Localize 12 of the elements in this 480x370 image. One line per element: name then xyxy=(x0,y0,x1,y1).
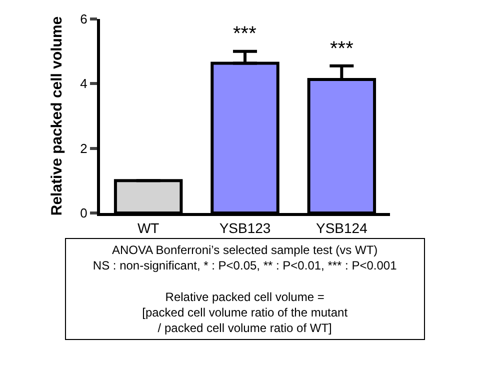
y-tick-label: 0 xyxy=(80,206,88,221)
text: Relative packed cell volume = [packed cell volume ratio of the mutant / packed cell volume ratio of WT] xyxy=(142,290,348,335)
y-tick-label: 6 xyxy=(80,12,88,27)
x-tick-label: YSB123 xyxy=(219,220,271,236)
y-tick-label: 4 xyxy=(80,76,88,92)
y-axis-title: Relative packed cell volume xyxy=(48,16,66,216)
annotation: *** xyxy=(330,38,354,60)
text: ANOVA Bonferroni’s selected sample test (vs WT) NS : non-significant, * : P<0.05, ** : P<0.01, *** : P<0.001 xyxy=(92,243,398,273)
x-tick-label: YSB124 xyxy=(316,220,368,236)
y-tick-label: 2 xyxy=(80,140,88,156)
x-tick-label: WT xyxy=(137,220,160,236)
annotation: *** xyxy=(233,23,257,45)
